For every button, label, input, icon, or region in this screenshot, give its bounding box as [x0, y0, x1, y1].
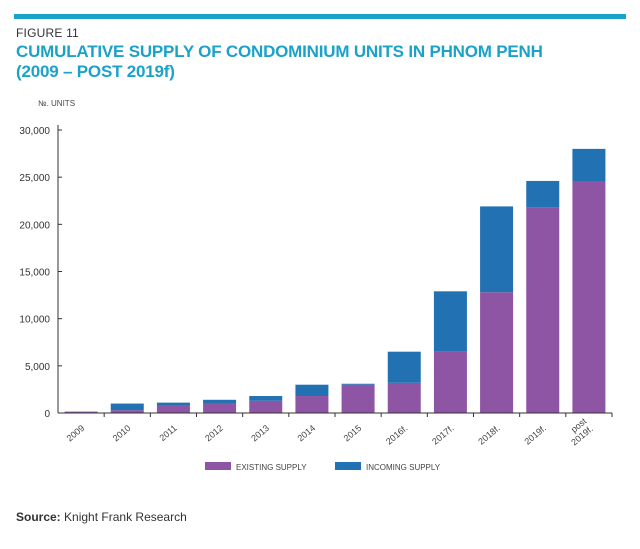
bar-incoming-supply	[295, 384, 329, 397]
y-tick-label: 15,000	[19, 268, 50, 279]
bar-existing-supply	[480, 292, 514, 413]
chart-title-line2: (2009 – POST 2019f)	[16, 62, 175, 81]
x-tick-label: 2010	[111, 423, 133, 444]
x-tick-label: 2016f.	[384, 423, 410, 447]
top-rule	[14, 14, 626, 19]
x-tick-label: 2009	[65, 423, 87, 444]
legend: EXISTING SUPPLY INCOMING SUPPLY	[205, 462, 441, 472]
bar-incoming-supply	[203, 399, 237, 404]
x-tick-label: 2017f.	[430, 423, 456, 447]
y-tick-label: 30,000	[19, 126, 50, 137]
bar-incoming-supply	[526, 180, 560, 208]
chart-title-line1: CUMULATIVE SUPPLY OF CONDOMINIUM UNITS I…	[16, 42, 543, 61]
bar-incoming-supply	[341, 383, 375, 385]
source-text: Knight Frank Research	[64, 510, 187, 524]
bar-existing-supply	[526, 207, 560, 413]
bar-incoming-supply	[387, 351, 421, 383]
bar-incoming-supply	[572, 148, 606, 182]
legend-label-incoming: INCOMING SUPPLY	[366, 463, 441, 472]
chart-title: CUMULATIVE SUPPLY OF CONDOMINIUM UNITS I…	[16, 42, 543, 82]
bar-existing-supply	[156, 405, 190, 413]
y-axis: №. UNITS 0 5,000 10,000 15,000 20,000 25,000 30…	[19, 99, 75, 420]
bar-existing-supply	[295, 396, 329, 413]
bar-existing-supply	[249, 400, 283, 413]
bar-existing-supply	[433, 351, 467, 413]
bar-existing-supply	[64, 411, 98, 413]
x-tick-label: 2014	[295, 423, 317, 444]
y-tick-label: 20,000	[19, 220, 50, 231]
x-tick-label: 2018f.	[476, 423, 502, 447]
legend-label-existing: EXISTING SUPPLY	[236, 463, 307, 472]
y-tick-label: 25,000	[19, 173, 50, 184]
bar-existing-supply	[203, 403, 237, 413]
bar-existing-supply	[110, 410, 144, 413]
y-axis-label: №. UNITS	[38, 99, 75, 108]
bar-incoming-supply	[156, 402, 190, 406]
bar-incoming-supply	[480, 206, 514, 293]
bar-existing-supply	[387, 382, 421, 413]
legend-swatch-existing	[205, 462, 231, 470]
bars	[64, 148, 606, 413]
legend-swatch-incoming	[335, 462, 361, 470]
x-tick-label: 2011	[157, 423, 178, 443]
x-tick-label: 2019f.	[522, 423, 548, 447]
x-tick-label: 2015	[342, 423, 364, 444]
figure-label: FIGURE 11	[16, 26, 79, 40]
bar-existing-supply	[341, 384, 375, 413]
x-axis: 2009 2010 2011 2012 2013 2014 2015 2016f. 2017f.…	[58, 412, 613, 448]
x-tick-label: 2013	[249, 423, 271, 444]
y-tick-label: 0	[44, 409, 50, 420]
source-note: Source: Knight Frank Research	[16, 510, 187, 524]
bar-incoming-supply	[433, 291, 467, 352]
bar-incoming-supply	[110, 403, 144, 411]
bar-incoming-supply	[249, 396, 283, 401]
source-prefix: Source:	[16, 510, 61, 524]
x-tick-label: 2012	[203, 423, 225, 444]
y-tick-label: 5,000	[25, 362, 50, 373]
x-tick-label: post2019f.	[563, 416, 595, 448]
y-tick-label: 10,000	[19, 315, 50, 326]
bar-existing-supply	[572, 181, 606, 413]
